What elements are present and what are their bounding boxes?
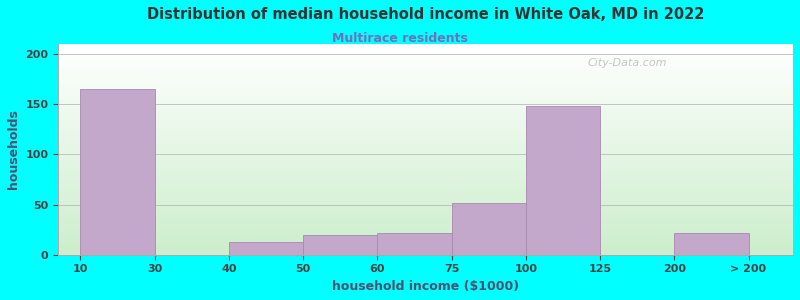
Bar: [526, 106, 600, 255]
Title: Distribution of median household income in White Oak, MD in 2022: Distribution of median household income …: [147, 7, 704, 22]
Bar: [674, 233, 749, 255]
X-axis label: household income ($1000): household income ($1000): [332, 280, 519, 293]
Text: Multirace residents: Multirace residents: [332, 32, 468, 44]
Bar: [378, 233, 452, 255]
Bar: [81, 89, 154, 255]
Bar: [303, 235, 378, 255]
Bar: [229, 242, 303, 255]
Text: City-Data.com: City-Data.com: [587, 58, 667, 68]
Y-axis label: households: households: [7, 110, 20, 189]
Bar: [452, 202, 526, 255]
